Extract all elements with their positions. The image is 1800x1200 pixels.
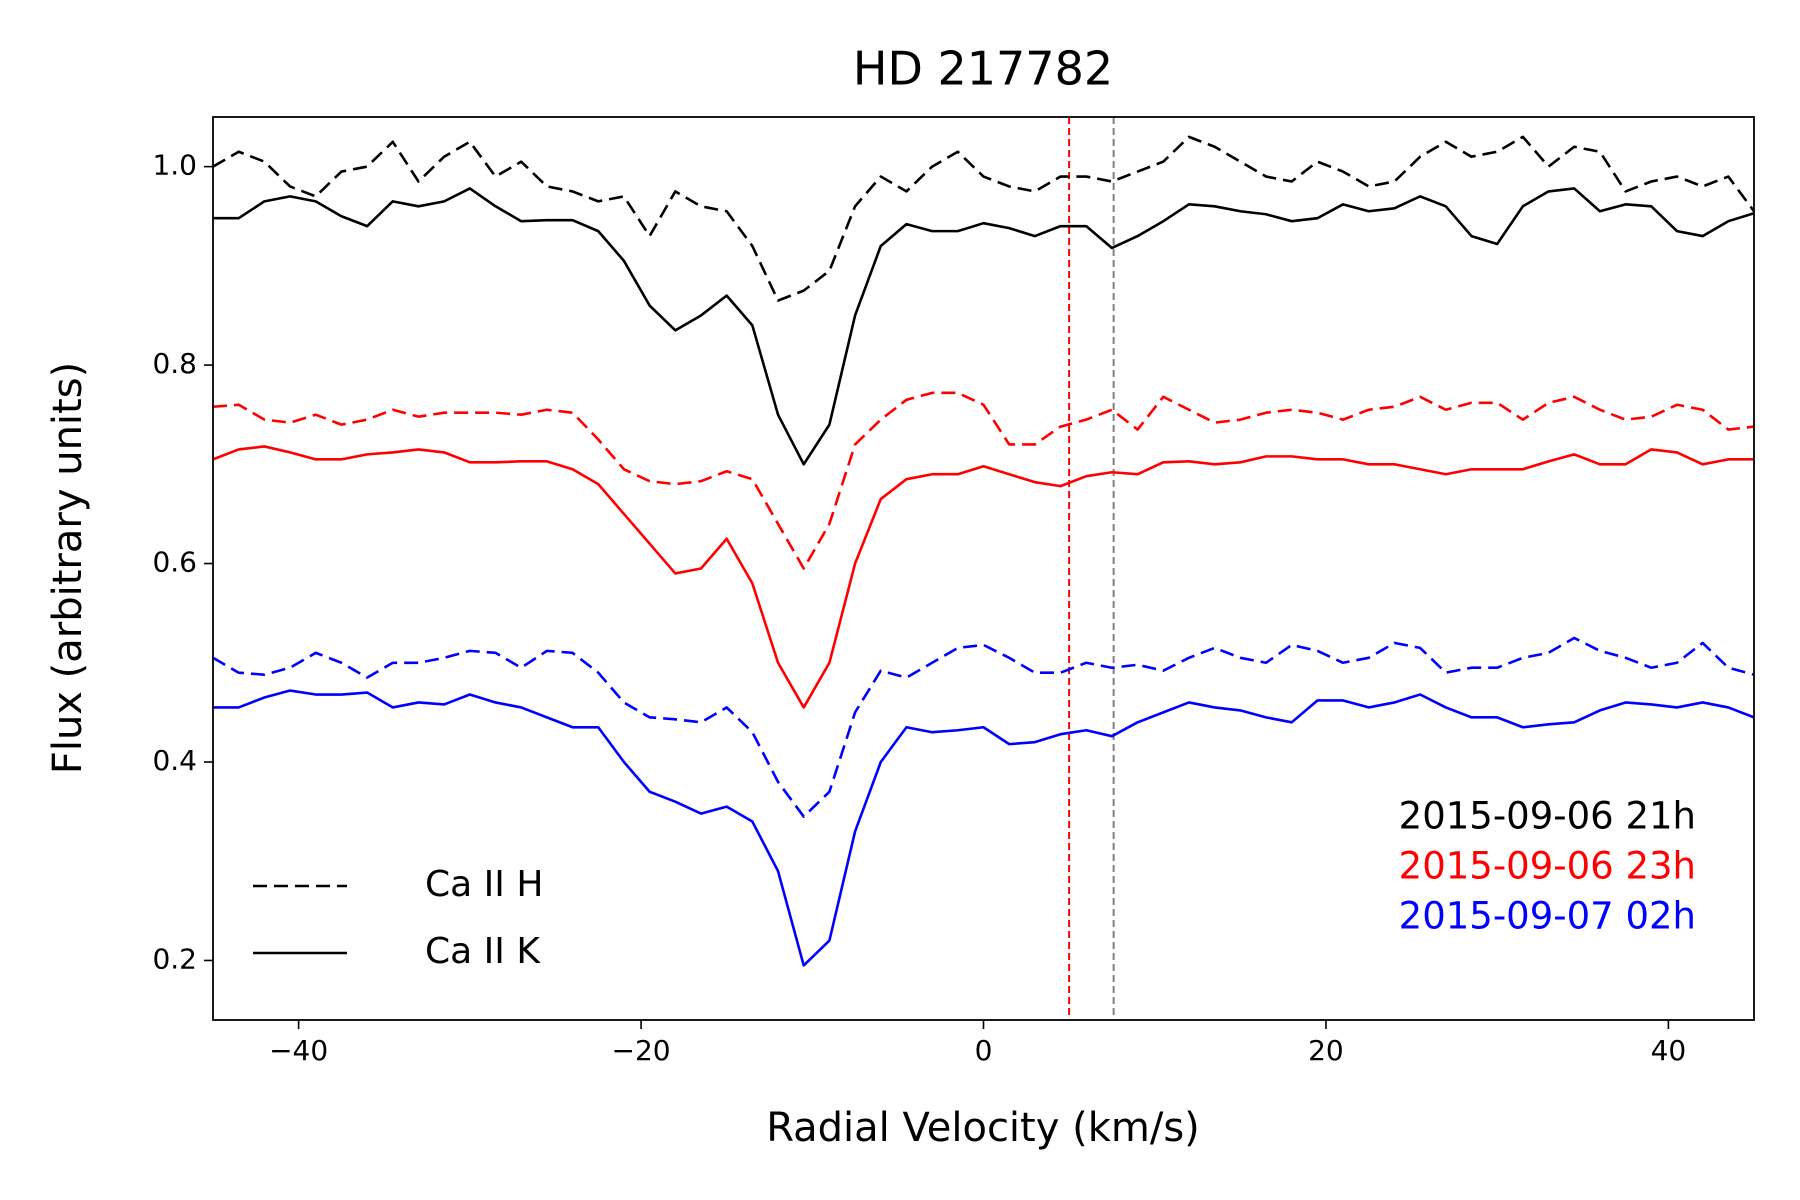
y-tick-label: 0.6 — [152, 546, 197, 579]
annotation: 2015-09-07 02h — [1399, 895, 1696, 938]
y-tick-label: 0.4 — [152, 744, 197, 777]
y-tick-label: 0.2 — [152, 942, 197, 975]
annotation: 2015-09-06 23h — [1399, 845, 1696, 888]
x-tick-label: −40 — [269, 1034, 328, 1067]
x-axis-label: Radial Velocity (km/s) — [766, 1105, 1200, 1151]
series-line — [212, 135, 1756, 302]
legend-label: Ca II K — [425, 931, 541, 972]
series-line — [212, 636, 1755, 818]
x-tick-label: −20 — [612, 1034, 671, 1067]
series-line — [213, 689, 1755, 967]
x-tick-label: 0 — [975, 1034, 993, 1067]
x-tick-label: 20 — [1308, 1034, 1344, 1067]
y-tick-label: 0.8 — [152, 347, 197, 380]
y-tick-label: 1.0 — [152, 149, 197, 182]
series-line — [212, 445, 1754, 709]
y-axis-label: Flux (arbitrary units) — [45, 362, 91, 774]
chart-title: HD 217782 — [853, 42, 1113, 96]
legend-label: Ca II H — [425, 864, 543, 905]
series-line — [212, 391, 1755, 570]
series-line — [213, 187, 1755, 466]
x-tick-label: 40 — [1651, 1034, 1687, 1067]
plot-frame — [212, 116, 1755, 1021]
annotation: 2015-09-06 21h — [1399, 795, 1696, 838]
